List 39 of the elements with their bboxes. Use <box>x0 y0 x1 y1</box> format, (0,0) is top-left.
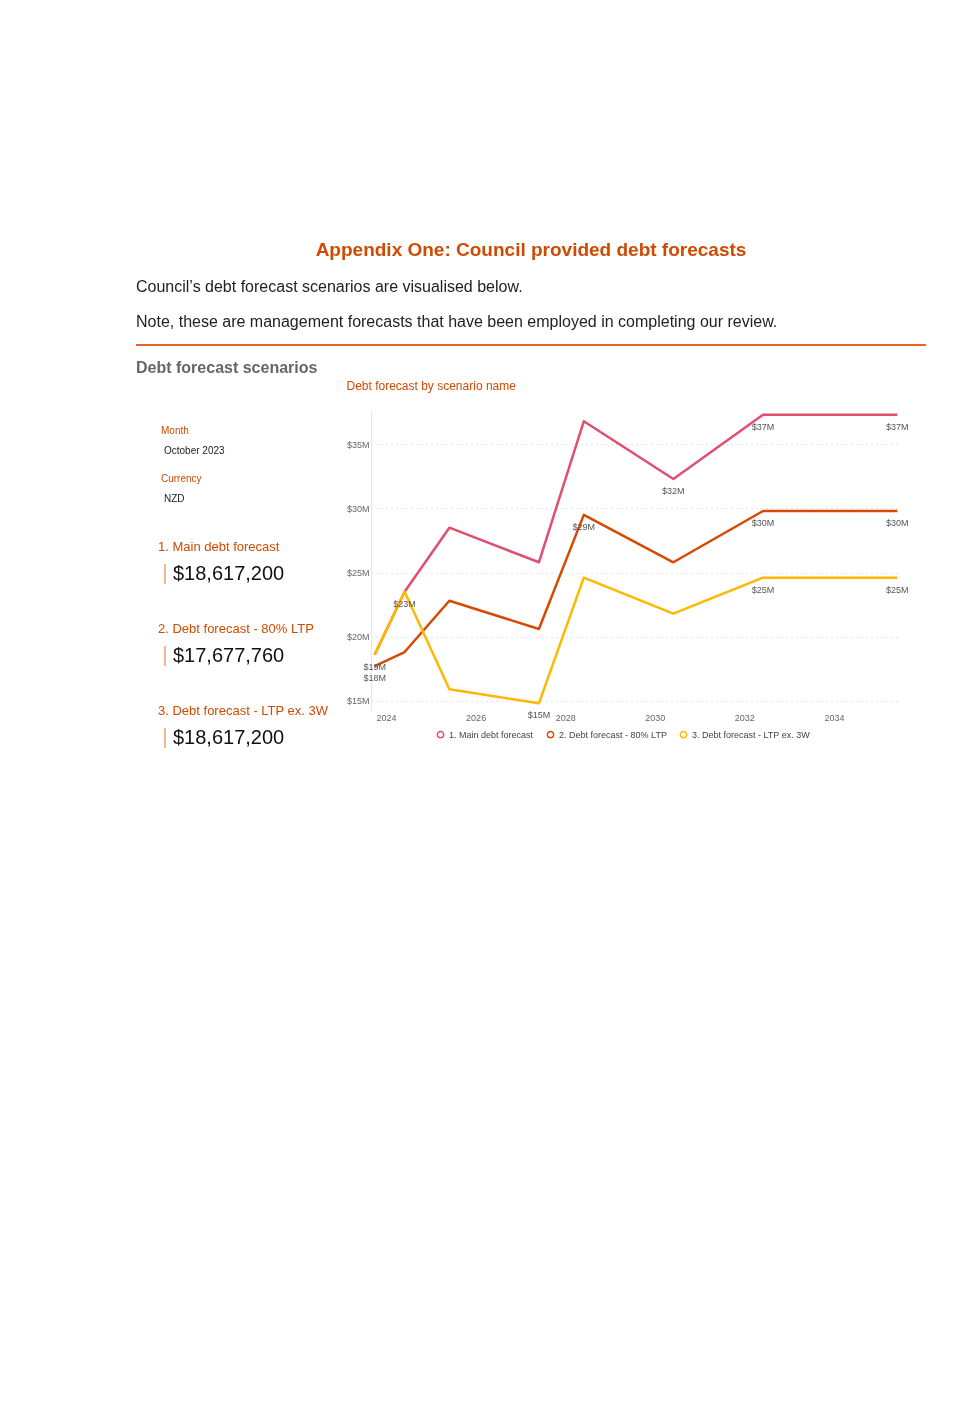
y-tick-label: $20M <box>346 632 370 643</box>
legend-label: 2. Debt forecast - 80% LTP <box>559 729 667 740</box>
data-label: $18M <box>363 673 386 684</box>
text: October 2023 <box>164 445 226 456</box>
y-tick-label: $30M <box>346 503 370 514</box>
text: 3. Debt forecast - LTP ex. 3W <box>158 703 329 718</box>
x-tick-label: 2028 <box>555 712 576 723</box>
data-label: $30M <box>886 518 909 528</box>
x-tick-label: 2024 <box>376 712 397 723</box>
text: $18,617,200 <box>173 562 285 584</box>
x-tick-label: 2030 <box>645 712 666 723</box>
x-tick-label: 2032 <box>734 712 755 723</box>
text: Note, these are management forecasts that have been employed in completing our review. <box>136 313 778 330</box>
chart-title: Debt forecast by scenario name <box>346 379 517 393</box>
x-tick-label: 2034 <box>824 712 845 723</box>
data-label: $15M <box>527 710 551 721</box>
data-label: $37M <box>751 421 775 432</box>
data-label: $37M <box>886 421 909 432</box>
legend-label: 1. Main debt forecast <box>449 729 534 740</box>
text: NZD <box>164 493 185 504</box>
text: Council’s debt forecast scenarios are visualised below. <box>136 278 523 295</box>
text: $18,617,200 <box>173 726 285 748</box>
y-tick-label: $25M <box>346 568 370 579</box>
text: $17,677,760 <box>173 644 285 666</box>
text: 2. Debt forecast - 80% LTP <box>158 621 314 636</box>
legend-label: 3. Debt forecast - LTP ex. 3W <box>692 729 811 740</box>
data-label: $25M <box>886 584 909 595</box>
data-label: $19M <box>363 661 386 672</box>
data-label: $32M <box>662 485 685 496</box>
text: Appendix One: Council provided debt forecasts <box>315 239 747 260</box>
text: Month <box>161 425 189 436</box>
y-tick-label: $15M <box>346 696 370 707</box>
text: Debt forecast scenarios <box>136 359 318 376</box>
x-tick-label: 2026 <box>466 712 487 723</box>
y-tick-label: $35M <box>346 439 370 450</box>
data-label: $30M <box>751 518 775 528</box>
text: Currency <box>161 473 202 484</box>
text: 1. Main debt forecast <box>158 539 280 554</box>
data-label: $25M <box>751 584 775 595</box>
